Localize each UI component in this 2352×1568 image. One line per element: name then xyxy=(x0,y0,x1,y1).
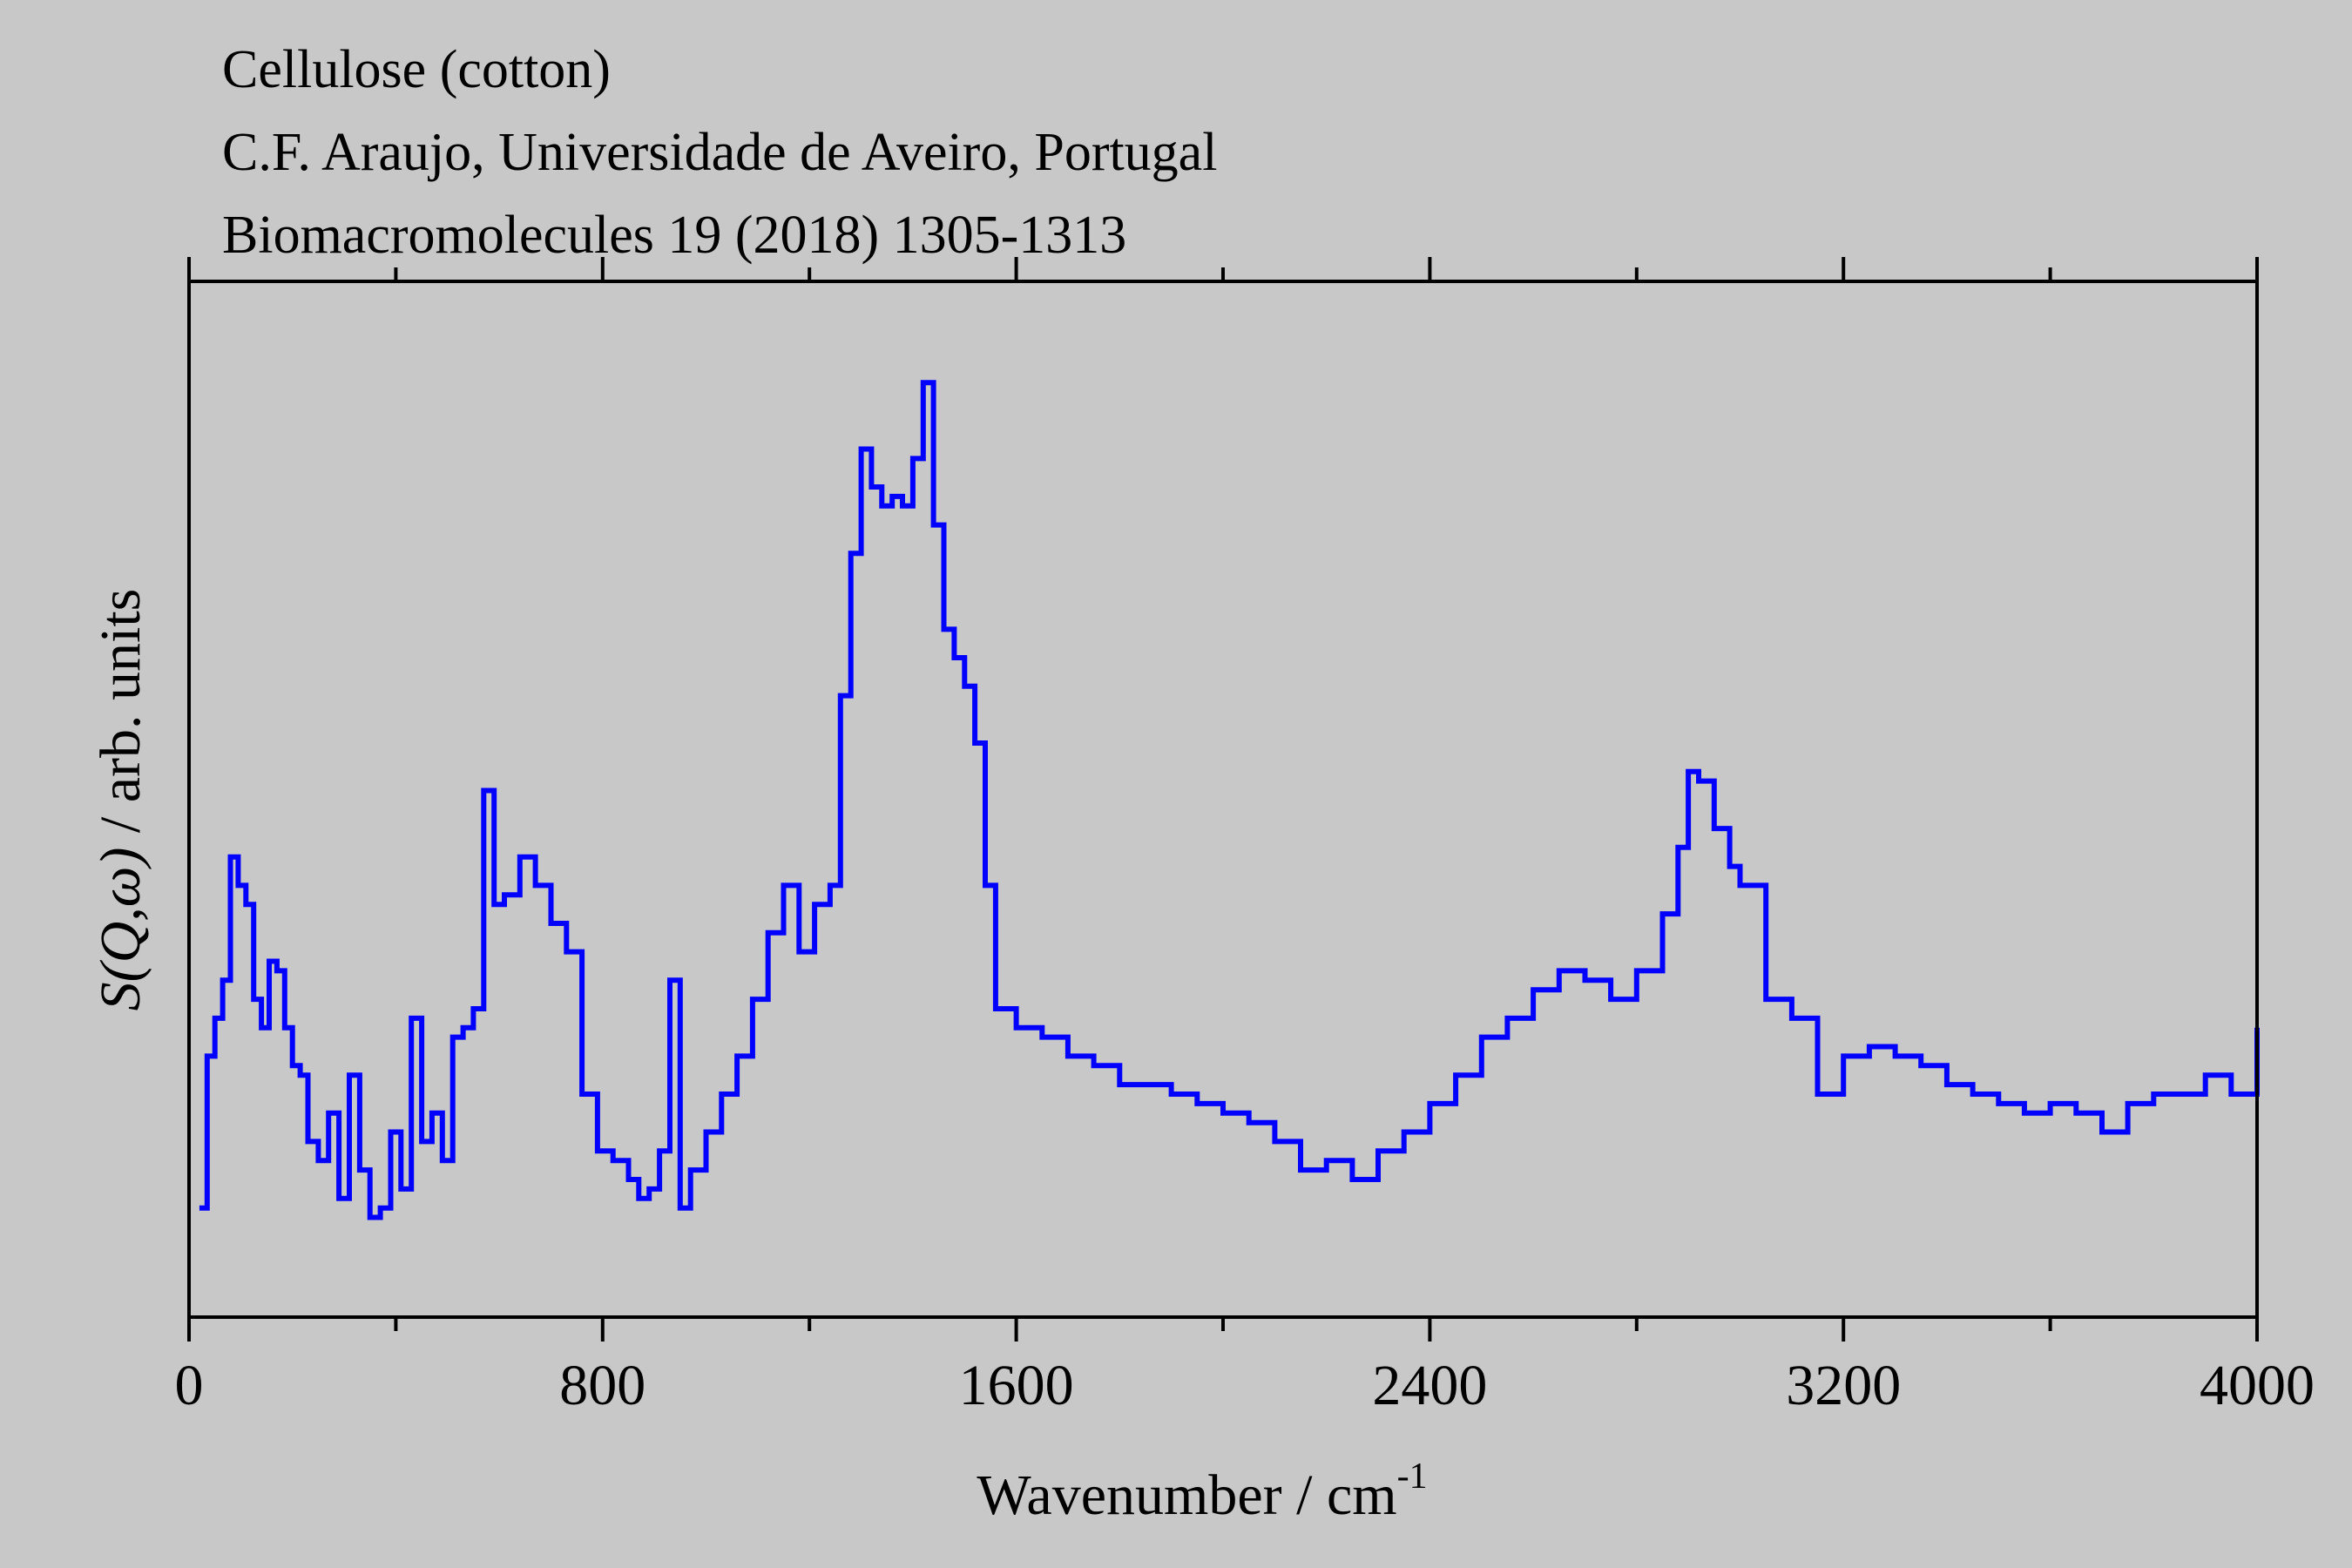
plot-frame xyxy=(187,280,2259,1319)
y-axis-label-function: S(Q,ω) xyxy=(89,848,152,1011)
x-tick-label: 800 xyxy=(559,1354,645,1417)
x-axis-ticks xyxy=(187,257,2259,1342)
y-axis-label: S(Q,ω) / arb. units xyxy=(89,589,152,1011)
y-axis-label-units: / arb. units xyxy=(89,589,152,848)
series-line xyxy=(199,380,2260,1220)
x-axis-label-superscript: -1 xyxy=(1397,1456,1428,1497)
chart-citation-line: Biomacromolecules 19 (2018) 1305-1313 xyxy=(222,206,1126,265)
x-tick-label: 1600 xyxy=(959,1354,1074,1417)
x-tick-label: 3200 xyxy=(1786,1354,1901,1417)
chart-title: Cellulose (cotton) xyxy=(222,40,611,99)
x-axis-tick-labels: 0 800 1600 2400 3200 4000 xyxy=(175,1354,2315,1417)
chart-author-line: C.F. Araujo, Universidade de Aveiro, Por… xyxy=(222,123,1217,182)
x-axis-label: Wavenumber / cm-1 xyxy=(977,1456,1427,1527)
x-tick-label: 0 xyxy=(175,1354,204,1417)
x-axis-label-text: Wavenumber / cm xyxy=(977,1463,1396,1527)
x-tick-label: 2400 xyxy=(1372,1354,1487,1417)
x-tick-label: 4000 xyxy=(2200,1354,2315,1417)
